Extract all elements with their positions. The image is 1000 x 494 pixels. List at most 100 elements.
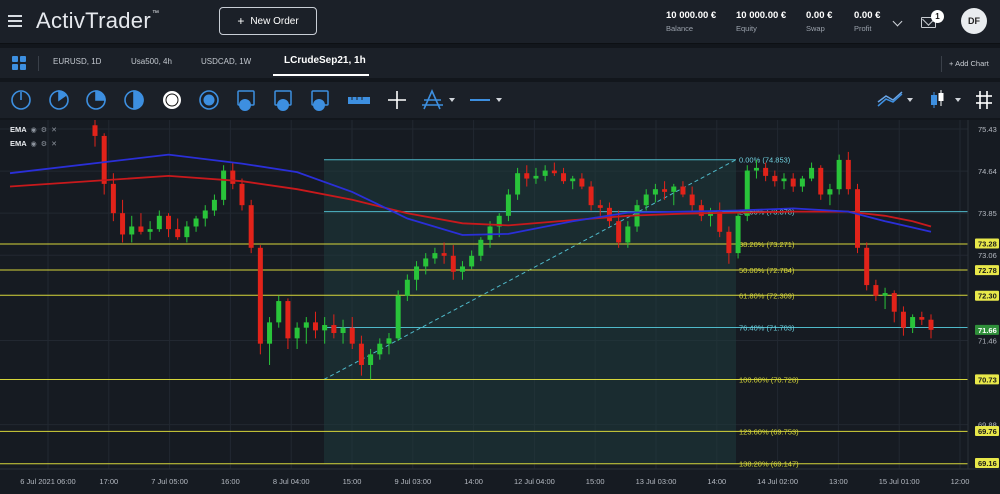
chart-toolbar (0, 82, 1000, 118)
chevron-down-icon[interactable] (907, 98, 913, 102)
fibonacci-level-label: 100.00% (70.728) (739, 375, 799, 384)
price-chart[interactable]: 0.00% (74.853) 23.60% (73.878) 38.20% (73.… (0, 120, 1000, 494)
chevron-down-icon[interactable] (955, 98, 961, 102)
candle-body (496, 215, 502, 227)
candle-body (322, 325, 328, 331)
candle-body (239, 183, 245, 206)
chart-tabs-bar: EURUSD, 1D Usa500, 4h USDCAD, 1W LCrudeS… (0, 48, 1000, 78)
plus-icon: + (237, 14, 245, 28)
fibonacci-icon[interactable] (422, 89, 443, 110)
time-tick-label: 14 Jul 02:00 (757, 477, 798, 486)
candle-body (312, 322, 318, 331)
time-tick-label: 14:00 (464, 477, 483, 486)
notification-badge[interactable]: 1 (931, 10, 944, 23)
close-icon[interactable]: ✕ (51, 140, 57, 148)
timeframe-monthly-icon[interactable] (311, 90, 329, 111)
candle-body (478, 239, 484, 256)
candle-body (120, 213, 126, 235)
indicators-icon[interactable] (877, 91, 903, 107)
price-badge-label: 73.28 (978, 240, 997, 249)
candle-body (763, 167, 769, 176)
price-tick-label: 71.46 (978, 336, 997, 345)
candle-body (414, 266, 420, 280)
layout-grid-icon[interactable] (12, 56, 26, 70)
candle-body (129, 226, 135, 235)
time-tick-label: 12 Jul 04:00 (514, 477, 555, 486)
close-icon[interactable]: ✕ (51, 126, 57, 134)
time-tick-label: 6 Jul 2021 06:00 (20, 477, 75, 486)
timeframe-1h-icon[interactable] (163, 91, 181, 109)
candle-body (910, 317, 916, 328)
candle-body (221, 170, 227, 200)
price-badge (975, 324, 999, 335)
timeframe-weekly-icon[interactable] (274, 90, 292, 111)
toolbar-icons (11, 89, 992, 111)
fibonacci-level-label: 123.60% (69.753) (739, 427, 799, 436)
swap-stat: 0.00 € Swap (806, 10, 833, 33)
time-tick-label: 7 Jul 05:00 (151, 477, 188, 486)
candle-body (92, 125, 98, 136)
timeframe-4h-icon[interactable] (199, 90, 219, 110)
time-tick-label: 8 Jul 04:00 (273, 477, 310, 486)
candle-body (606, 207, 612, 222)
ema-indicator-label[interactable]: EMA ◉ ⚙ ✕ (10, 139, 57, 148)
price-badge (975, 374, 999, 385)
tab-usdcad[interactable]: USDCAD, 1W (201, 57, 252, 66)
timeframe-5m-icon[interactable] (49, 90, 69, 110)
time-tick-label: 12:00 (951, 477, 970, 486)
chevron-down-icon[interactable] (449, 98, 455, 102)
new-order-button[interactable]: + New Order (219, 7, 317, 35)
time-tick-label: 9 Jul 03:00 (394, 477, 431, 486)
candle-body (726, 231, 732, 254)
timeframe-30m-icon[interactable] (124, 90, 144, 110)
candle-body (781, 178, 787, 182)
timeframe-1m-icon[interactable] (11, 90, 31, 110)
candle-body (561, 173, 567, 182)
price-badge (975, 265, 999, 276)
candle-body (303, 322, 309, 328)
hamburger-menu-icon[interactable] (8, 15, 22, 27)
price-badge-label: 71.66 (978, 326, 997, 335)
price-tick-label: 69.88 (978, 421, 997, 430)
candle-body (193, 218, 199, 227)
candle-body (156, 215, 162, 230)
timeframe-daily-icon[interactable] (237, 90, 255, 111)
settings-icon[interactable]: ⚙ (40, 140, 48, 148)
candle-body (597, 205, 603, 208)
candle-type-icon[interactable] (931, 90, 944, 108)
candle-body (772, 175, 778, 182)
ema-indicator-label[interactable]: EMA ◉ ⚙ ✕ (10, 125, 57, 134)
candle-body (165, 215, 171, 230)
visibility-eye-icon[interactable]: ◉ (30, 140, 37, 148)
candle-body (873, 285, 879, 296)
fibonacci-level-label: 138.20% (69.147) (739, 460, 799, 469)
price-badge-label: 70.73 (978, 375, 997, 384)
chart-canvas[interactable]: 0.00% (74.853)23.60% (73.878)38.20% (73.… (0, 120, 1000, 494)
grid-icon[interactable] (976, 91, 992, 109)
candle-body (790, 178, 796, 187)
tab-eurusd[interactable]: EURUSD, 1D (53, 57, 102, 66)
price-tick-label: 74.64 (978, 167, 997, 176)
crosshair-icon[interactable] (388, 91, 406, 109)
candle-body (469, 255, 475, 267)
avatar[interactable]: DF (961, 8, 987, 34)
candle-body (138, 226, 144, 232)
tab-usa500[interactable]: Usa500, 4h (131, 57, 172, 66)
app-logo[interactable]: ActivTrader™ (36, 8, 160, 33)
time-tick-label: 15 Jul 01:00 (879, 477, 920, 486)
candle-body (211, 199, 217, 211)
chevron-down-icon[interactable] (892, 16, 903, 27)
candle-body (184, 226, 190, 238)
candle-body (818, 167, 824, 195)
price-badge-label: 69.76 (978, 427, 997, 436)
price-badge (975, 290, 999, 301)
time-tick-label: 16:00 (221, 477, 240, 486)
add-chart-button[interactable]: + Add Chart (941, 56, 1000, 72)
tab-lcrude[interactable]: LCrudeSep21, 1h (284, 55, 366, 66)
ruler-icon[interactable] (348, 97, 370, 104)
chevron-down-icon[interactable] (496, 98, 502, 102)
timeframe-15m-icon[interactable] (86, 90, 106, 110)
visibility-eye-icon[interactable]: ◉ (30, 126, 37, 134)
settings-icon[interactable]: ⚙ (40, 126, 48, 134)
candle-body (368, 354, 374, 365)
